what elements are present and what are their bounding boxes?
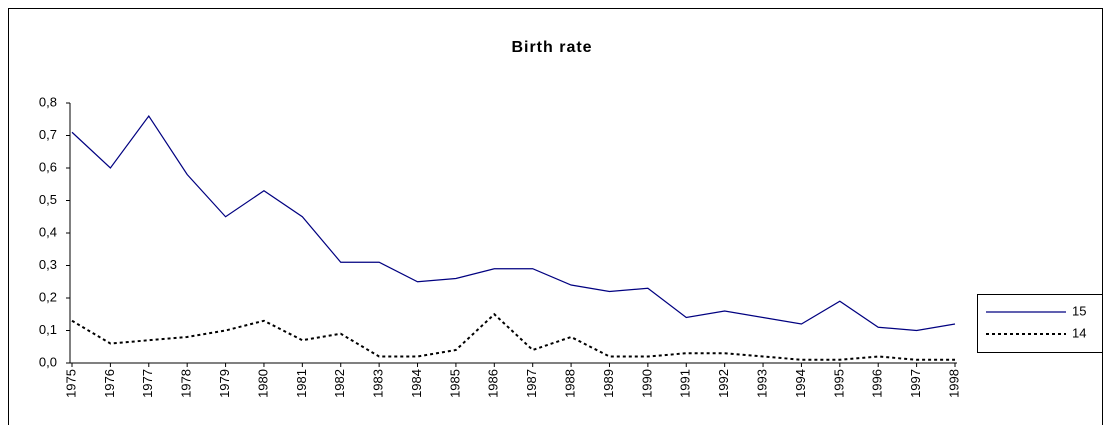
x-tick-label: 1978	[179, 369, 194, 398]
x-tick-label: 1991	[678, 369, 693, 398]
y-tick-label: 0,1	[39, 322, 57, 337]
y-tick-label: 0,5	[39, 192, 57, 207]
x-tick-label: 1979	[217, 369, 232, 398]
x-tick-label: 1993	[754, 369, 769, 398]
x-tick-label: 1976	[102, 369, 117, 398]
x-tick-label: 1981	[294, 369, 309, 398]
y-tick-label: 0,8	[39, 94, 57, 109]
x-tick-label: 1989	[601, 369, 616, 398]
legend-label: 14	[1072, 325, 1086, 340]
x-tick-label: 1983	[371, 369, 386, 398]
x-tick-label: 1992	[716, 369, 731, 398]
x-tick-label: 1984	[409, 369, 424, 398]
x-tick-label: 1997	[908, 369, 923, 398]
x-tick-label: 1987	[524, 369, 539, 398]
y-tick-label: 0,3	[39, 257, 57, 272]
x-tick-label: 1998	[946, 369, 961, 398]
x-tick-label: 1986	[486, 369, 501, 398]
chart-border	[8, 8, 1103, 425]
y-tick-label: 0,0	[39, 354, 57, 369]
series-line	[71, 114, 956, 332]
x-tick-label: 1980	[255, 369, 270, 398]
chart-title: Birth rate	[511, 39, 592, 56]
y-tick-label: 0,4	[39, 224, 57, 239]
x-tick-label: 1977	[140, 369, 155, 398]
legend-label: 15	[1072, 303, 1086, 318]
x-tick-label: 1996	[870, 369, 885, 398]
series-line	[71, 312, 955, 361]
x-tick-label: 1988	[563, 369, 578, 398]
x-tick-label: 1975	[63, 369, 78, 398]
y-tick-label: 0,6	[39, 159, 57, 174]
y-tick-label: 0,7	[39, 127, 57, 142]
x-tick-label: 1982	[332, 369, 347, 398]
x-tick-label: 1994	[793, 369, 808, 398]
x-tick-label: 1985	[447, 369, 462, 398]
x-tick-label: 1990	[639, 369, 654, 398]
y-tick-label: 0,2	[39, 289, 57, 304]
x-tick-label: 1995	[831, 369, 846, 398]
legend-box	[977, 294, 1103, 353]
